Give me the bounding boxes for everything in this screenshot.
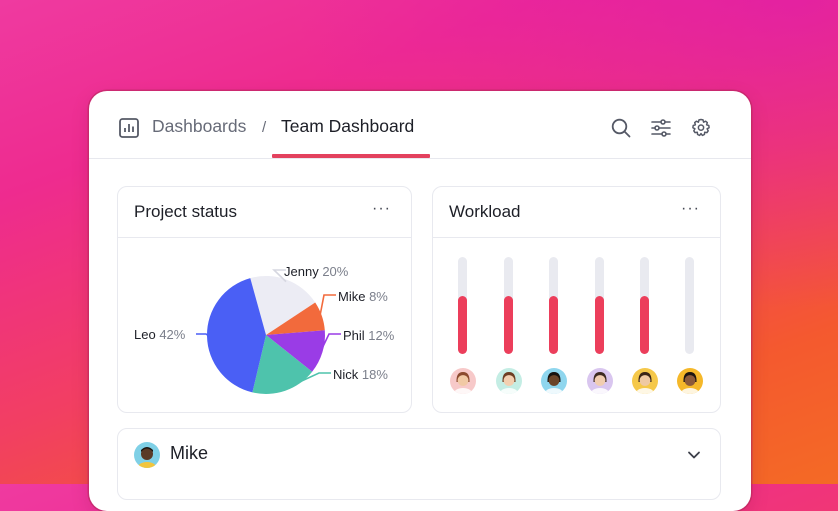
workload-bar-fill (595, 295, 604, 354)
pie-label-percent: 42% (159, 327, 186, 342)
pie-label-percent: 18% (361, 367, 388, 382)
pie-slice-phil (266, 330, 325, 372)
header-bar: Dashboards / Team Dashboard (89, 91, 751, 159)
pie-label-leo: Leo 42% (134, 327, 185, 342)
avatar (496, 368, 522, 394)
card-title: Workload (449, 202, 521, 221)
avatar (677, 368, 703, 394)
pie-label-mike: Mike 8% (338, 289, 388, 304)
workload-bar-fill (640, 295, 649, 354)
pie-slice-leo (207, 278, 266, 393)
pie-slice-mike (266, 302, 325, 335)
workload-bar-fill (504, 295, 513, 354)
pie-slice-jenny (250, 276, 316, 335)
pie-label-percent: 8% (369, 289, 388, 304)
pie-label-phil: Phil 12% (343, 328, 394, 343)
more-options-icon[interactable]: ··· (681, 200, 700, 217)
pie-label-percent: 20% (322, 264, 349, 279)
pie-label-jenny: Jenny 20% (284, 264, 348, 279)
pie-leader-line-mike (319, 294, 336, 317)
more-options-icon[interactable]: ··· (372, 200, 391, 217)
gear-icon[interactable] (691, 118, 711, 138)
breadcrumb-current[interactable]: Team Dashboard (281, 116, 415, 136)
workload-bar (640, 257, 649, 354)
breadcrumb-root[interactable]: Dashboards (152, 116, 247, 136)
pie-leader-line-nick (284, 372, 331, 390)
active-tab-underline (272, 154, 430, 158)
project-status-pie-chart (196, 269, 341, 394)
card-header: Project status ··· (118, 187, 411, 238)
card-title: Project status (134, 202, 237, 221)
avatar (450, 368, 476, 394)
workload-bar (685, 257, 694, 354)
workload-card: Workload ··· (432, 186, 721, 413)
avatar (632, 368, 658, 394)
search-icon[interactable] (611, 118, 631, 138)
dashboard-icon (119, 118, 139, 138)
pie-label-name: Leo (134, 327, 160, 342)
avatar (587, 368, 613, 394)
workload-bar-fill (549, 295, 558, 354)
workload-bar (504, 257, 513, 354)
pie-slice-nick (252, 335, 313, 394)
member-name: Mike (170, 443, 209, 463)
avatar (541, 368, 567, 394)
pie-leader-line-jenny (272, 269, 287, 283)
pie-label-name: Nick (333, 367, 362, 382)
project-status-card: Project status ··· Jenny 20% Mike 8% Phil … (117, 186, 412, 413)
workload-bar (595, 257, 604, 354)
workload-bar (549, 257, 558, 354)
pie-label-name: Mike (338, 289, 370, 304)
workload-bar-fill (458, 295, 467, 354)
filter-icon[interactable] (651, 118, 671, 138)
pie-label-name: Phil (343, 328, 369, 343)
pie-label-percent: 12% (368, 328, 395, 343)
member-row-card[interactable]: Mike (117, 428, 721, 500)
chevron-down-icon[interactable] (686, 447, 702, 463)
pie-label-name: Jenny (284, 264, 323, 279)
pie-leader-line-phil (319, 333, 341, 352)
pie-label-nick: Nick 18% (333, 367, 388, 382)
dashboard-window: Dashboards / Team Dashboard Project stat… (89, 91, 751, 511)
avatar (134, 442, 160, 468)
breadcrumb-separator: / (262, 119, 267, 136)
card-header: Workload ··· (433, 187, 720, 238)
workload-bar (458, 257, 467, 354)
pie-leader-line-leo (196, 333, 210, 337)
